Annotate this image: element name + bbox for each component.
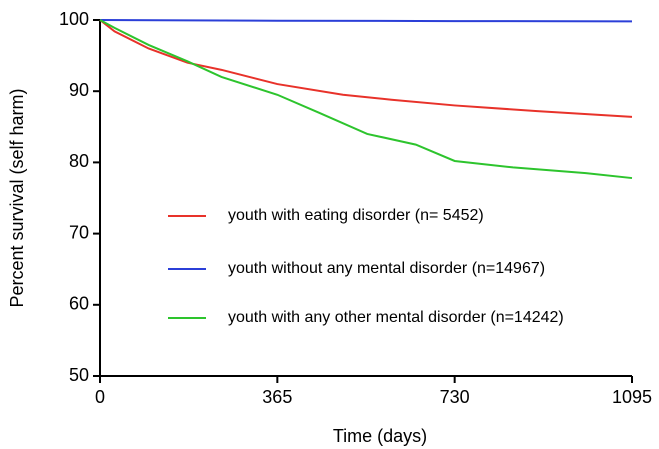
y-tick-label: 90 [69, 80, 89, 100]
x-tick-label: 730 [440, 387, 470, 407]
y-tick-label: 80 [69, 151, 89, 171]
y-tick-label: 50 [69, 365, 89, 385]
series-line [99, 19, 633, 118]
y-tick-label: 60 [69, 294, 89, 314]
x-tick-label: 365 [262, 387, 292, 407]
x-tick-label: 0 [95, 387, 105, 407]
legend-label: youth with eating disorder (n= 5452) [228, 207, 484, 224]
y-tick-label: 70 [69, 222, 89, 242]
legend-label: youth with any other mental disorder (n=… [228, 309, 564, 326]
y-tick-label: 100 [59, 9, 89, 29]
legend-label: youth without any mental disorder (n=149… [228, 260, 545, 277]
series-line [99, 19, 633, 180]
x-tick-label: 1095 [612, 387, 652, 407]
series-line [99, 19, 633, 23]
y-axis-label: Percent survival (self harm) [7, 88, 27, 307]
x-axis-label: Time (days) [333, 426, 427, 446]
